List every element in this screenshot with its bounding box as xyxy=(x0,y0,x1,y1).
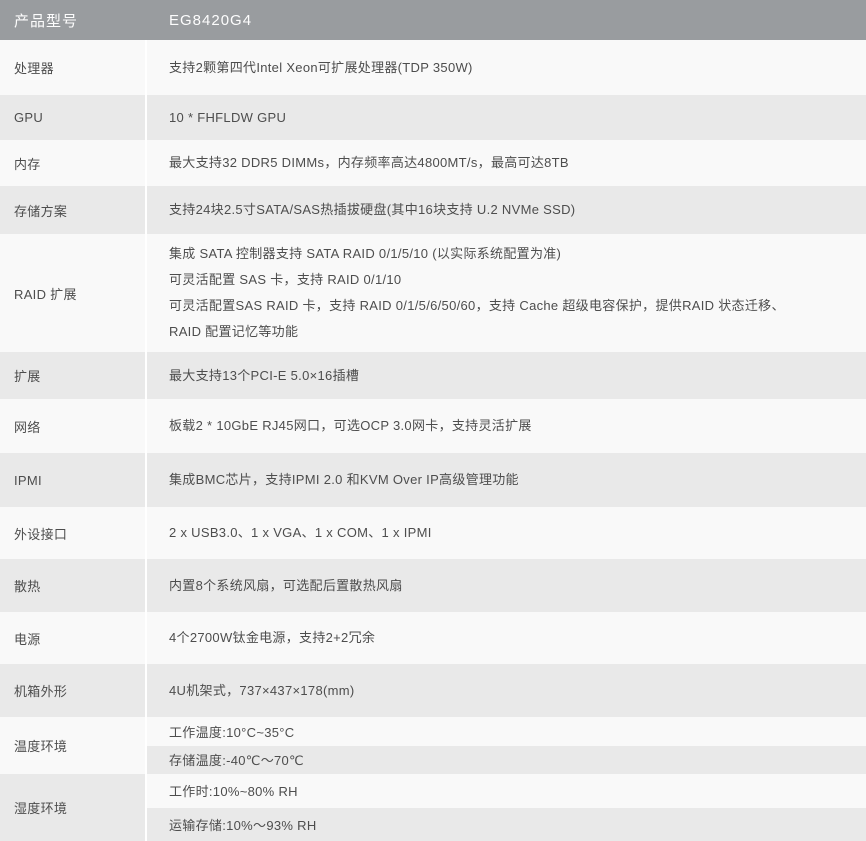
spec-line: 集成 SATA 控制器支持 SATA RAID 0/1/5/10 (以实际系统配… xyxy=(169,246,562,261)
spec-row: 散热 内置8个系统风扇，可选配后置散热风扇 xyxy=(0,559,866,612)
spec-subrow: 运输存储:10%～93% RH xyxy=(147,807,866,841)
spec-value: 集成 SATA 控制器支持 SATA RAID 0/1/5/10 (以实际系统配… xyxy=(147,234,866,352)
spec-line: 内置8个系统风扇，可选配后置散热风扇 xyxy=(169,577,403,593)
spec-value: 最大支持13个PCI-E 5.0×16插槽 xyxy=(147,352,866,399)
spec-line: 可灵活配置SAS RAID 卡，支持 RAID 0/1/5/6/50/60，支持… xyxy=(169,298,785,313)
spec-line: 可灵活配置 SAS 卡，支持 RAID 0/1/10 xyxy=(169,272,402,287)
spec-line: 10 * FHFLDW GPU xyxy=(169,109,287,125)
spec-rows: 处理器 支持2颗第四代Intel Xeon可扩展处理器(TDP 350W) GPU 1… xyxy=(0,40,866,841)
spec-row: 存储方案 支持24块2.5寸SATA/SAS热插拔硬盘(其中16块支持 U.2 N… xyxy=(0,186,866,234)
spec-line: 支持2颗第四代Intel Xeon可扩展处理器(TDP 350W) xyxy=(169,59,473,75)
spec-label: 电源 xyxy=(0,612,147,664)
spec-value: 内置8个系统风扇，可选配后置散热风扇 xyxy=(147,559,866,612)
spec-row: 温度环境 工作温度:10°C~35°C 存储温度:-40℃～70℃ xyxy=(0,717,866,774)
spec-label: GPU xyxy=(0,95,147,140)
spec-label: 外设接口 xyxy=(0,507,147,559)
spec-line: 最大支持13个PCI-E 5.0×16插槽 xyxy=(169,367,360,383)
spec-row: 机箱外形 4U机架式，737×437×178(mm) xyxy=(0,664,866,717)
spec-value: 4U机架式，737×437×178(mm) xyxy=(147,664,866,717)
spec-label: 内存 xyxy=(0,140,147,186)
spec-row: 电源 4个2700W钛金电源，支持2+2冗余 xyxy=(0,612,866,664)
spec-line: 板载2 * 10GbE RJ45网口，可选OCP 3.0网卡，支持灵活扩展 xyxy=(169,418,532,433)
spec-value: 支持2颗第四代Intel Xeon可扩展处理器(TDP 350W) xyxy=(147,40,866,95)
spec-value: 工作温度:10°C~35°C 存储温度:-40℃～70℃ xyxy=(147,717,866,774)
spec-value: 4个2700W钛金电源，支持2+2冗余 xyxy=(147,612,866,664)
spec-subrow: 工作时:10%~80% RH xyxy=(147,774,866,808)
spec-label: 机箱外形 xyxy=(0,664,147,717)
spec-label: 网络 xyxy=(0,399,147,453)
spec-row: 扩展 最大支持13个PCI-E 5.0×16插槽 xyxy=(0,352,866,399)
spec-value: 工作时:10%~80% RH 运输存储:10%～93% RH xyxy=(147,774,866,841)
spec-label: 扩展 xyxy=(0,352,147,399)
spec-subrow: 存储温度:-40℃～70℃ xyxy=(147,745,866,774)
spec-label: 散热 xyxy=(0,559,147,612)
spec-line: 4个2700W钛金电源，支持2+2冗余 xyxy=(169,630,376,645)
spec-label: 温度环境 xyxy=(0,717,147,774)
spec-row: 内存 最大支持32 DDR5 DIMMs，内存频率高达4800MT/s，最高可达8… xyxy=(0,140,866,186)
spec-label: 存储方案 xyxy=(0,186,147,234)
spec-row: 网络 板载2 * 10GbE RJ45网口，可选OCP 3.0网卡，支持灵活扩展 xyxy=(0,399,866,453)
spec-value: 最大支持32 DDR5 DIMMs，内存频率高达4800MT/s，最高可达8TB xyxy=(147,140,866,186)
spec-value: 集成BMC芯片，支持IPMI 2.0 和KVM Over IP高级管理功能 xyxy=(147,453,866,507)
spec-line: 4U机架式，737×437×178(mm) xyxy=(169,682,355,698)
spec-row: 外设接口 2 x USB3.0、1 x VGA、1 x COM、1 x IPMI xyxy=(0,507,866,559)
spec-label: IPMI xyxy=(0,453,147,507)
spec-row: 处理器 支持2颗第四代Intel Xeon可扩展处理器(TDP 350W) xyxy=(0,40,866,95)
spec-row: 湿度环境 工作时:10%~80% RH 运输存储:10%～93% RH xyxy=(0,774,866,841)
spec-line: 2 x USB3.0、1 x VGA、1 x COM、1 x IPMI xyxy=(169,525,432,540)
spec-label: 湿度环境 xyxy=(0,774,147,841)
product-model-value: EG8420G4 xyxy=(169,11,253,29)
spec-line: 支持24块2.5寸SATA/SAS热插拔硬盘(其中16块支持 U.2 NVMe … xyxy=(169,202,576,217)
spec-value: 支持24块2.5寸SATA/SAS热插拔硬盘(其中16块支持 U.2 NVMe … xyxy=(147,186,866,234)
spec-row: RAID 扩展 集成 SATA 控制器支持 SATA RAID 0/1/5/10 … xyxy=(0,234,866,352)
spec-value: 2 x USB3.0、1 x VGA、1 x COM、1 x IPMI xyxy=(147,507,866,559)
table-header-row: 产品型号 EG8420G4 xyxy=(0,0,866,40)
spec-line: RAID 配置记忆等功能 xyxy=(169,324,299,339)
product-model-label: 产品型号 xyxy=(14,12,79,30)
spec-value: 10 * FHFLDW GPU xyxy=(147,95,866,140)
spec-row: GPU 10 * FHFLDW GPU xyxy=(0,95,866,140)
spec-line: 集成BMC芯片，支持IPMI 2.0 和KVM Over IP高级管理功能 xyxy=(169,472,519,487)
spec-value: 板载2 * 10GbE RJ45网口，可选OCP 3.0网卡，支持灵活扩展 xyxy=(147,399,866,453)
spec-row: IPMI 集成BMC芯片，支持IPMI 2.0 和KVM Over IP高级管理功… xyxy=(0,453,866,507)
spec-label: 处理器 xyxy=(0,40,147,95)
spec-subrow: 工作温度:10°C~35°C xyxy=(147,717,866,746)
spec-label: RAID 扩展 xyxy=(0,234,147,352)
spec-line: 最大支持32 DDR5 DIMMs，内存频率高达4800MT/s，最高可达8TB xyxy=(169,155,569,170)
